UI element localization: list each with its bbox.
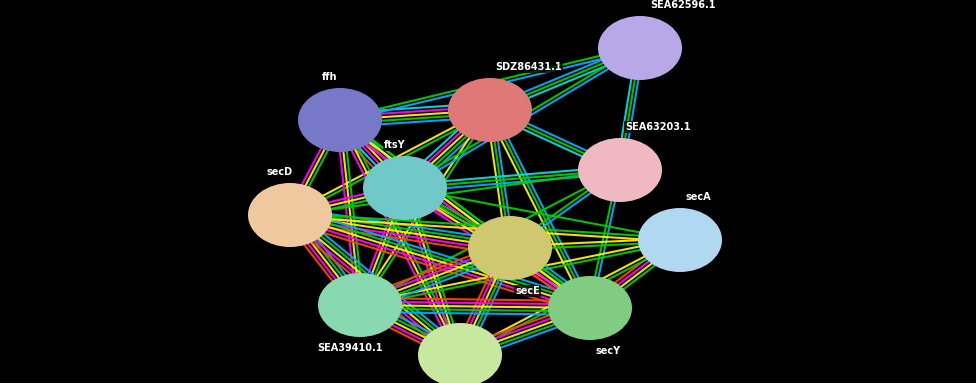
Ellipse shape	[468, 216, 552, 280]
Ellipse shape	[578, 138, 662, 202]
Text: SEA39410.1: SEA39410.1	[317, 343, 383, 353]
Text: secD: secD	[267, 167, 293, 177]
Text: SDZ86431.1: SDZ86431.1	[495, 62, 561, 72]
Ellipse shape	[363, 156, 447, 220]
Ellipse shape	[638, 208, 722, 272]
Ellipse shape	[298, 88, 382, 152]
Ellipse shape	[318, 273, 402, 337]
Text: secY: secY	[595, 346, 620, 356]
Ellipse shape	[418, 323, 502, 383]
Text: secA: secA	[685, 192, 711, 202]
Text: SEA63203.1: SEA63203.1	[625, 122, 690, 132]
Text: SEA62596.1: SEA62596.1	[650, 0, 715, 10]
Ellipse shape	[448, 78, 532, 142]
Text: ftsY: ftsY	[385, 140, 406, 150]
Ellipse shape	[548, 276, 632, 340]
Ellipse shape	[598, 16, 682, 80]
Ellipse shape	[248, 183, 332, 247]
Text: ffh: ffh	[322, 72, 338, 82]
Text: secE: secE	[515, 286, 540, 296]
